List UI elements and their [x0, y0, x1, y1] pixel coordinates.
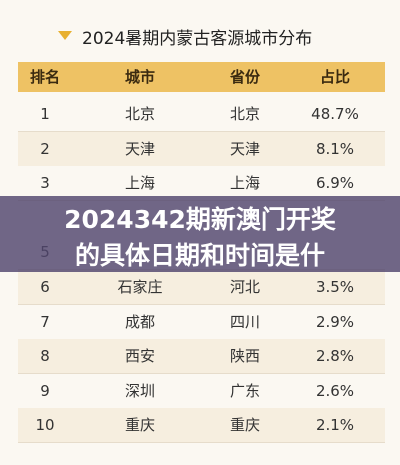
table-cell: 陕西 — [229, 347, 260, 366]
column-header: 省份 — [229, 68, 260, 86]
table-cell: 2 — [40, 139, 50, 158]
column-header: 占比 — [319, 68, 350, 86]
table-cell: 重庆 — [229, 416, 260, 435]
table-cell: 6.9% — [315, 174, 355, 193]
table-cell: 北京 — [124, 105, 155, 123]
table-row — [18, 304, 385, 340]
banner-line: 的具体日期和时间是什 — [74, 241, 325, 270]
column-header: 城市 — [124, 68, 155, 86]
table-cell: 2.1% — [315, 416, 355, 435]
table-cell: 北京 — [229, 105, 260, 123]
table-cell: 8 — [40, 347, 50, 366]
column-header: 排名 — [29, 68, 60, 86]
table-cell: 2.8% — [315, 347, 355, 366]
table-cell: 深圳 — [124, 381, 155, 400]
table-cell: 2.9% — [315, 312, 355, 331]
table-cell: 重庆 — [124, 416, 155, 435]
table-cell: 10 — [35, 416, 55, 435]
table-cell: 6 — [40, 278, 50, 296]
table-cell: 9 — [40, 381, 50, 400]
table-cell: 四川 — [229, 312, 260, 331]
table-cell: 3.5% — [315, 278, 355, 296]
table-cell: 8.1% — [315, 139, 355, 158]
table-row — [18, 339, 385, 375]
table-row — [18, 408, 385, 444]
table-cell: 2.6% — [315, 381, 355, 400]
title-icon — [58, 31, 72, 40]
table-cell: 7 — [40, 312, 50, 331]
table-row — [18, 270, 385, 305]
table-row — [18, 131, 385, 167]
table-cell: 西安 — [124, 347, 155, 366]
table-row — [18, 373, 385, 409]
table-cell: 河北 — [229, 278, 260, 296]
table-cell: 天津 — [229, 139, 260, 158]
table-cell: 天津 — [124, 139, 155, 158]
table-cell: 1 — [40, 105, 50, 123]
table-cell: 48.7% — [311, 105, 359, 123]
table-cell: 广东 — [229, 381, 260, 400]
table-cell: 上海 — [124, 174, 155, 193]
table-cell: 成都 — [124, 312, 155, 331]
header-row — [18, 62, 385, 92]
banner-line: 2024342期新澳门开奖 — [64, 205, 336, 234]
title: 2024暑期内蒙古客源城市分布 — [82, 29, 313, 49]
banner: 2024342期新澳门开奖 的具体日期和时间是什 — [0, 196, 400, 272]
table-cell: 上海 — [229, 174, 260, 193]
table-cell: 石家庄 — [117, 278, 163, 296]
table-cell: 3 — [40, 174, 50, 193]
table-row — [18, 97, 385, 132]
